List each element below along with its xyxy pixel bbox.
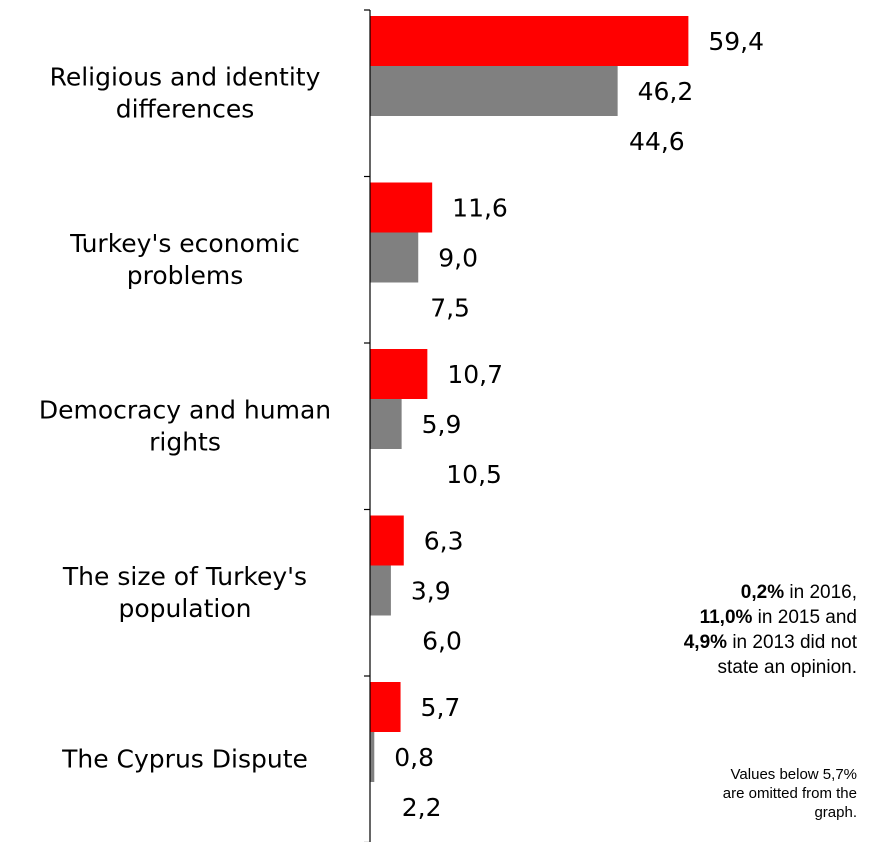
data-label: 6,3 — [424, 527, 464, 556]
note-line-2013: 4,9% in 2013 did not — [597, 630, 857, 655]
bar-series-2 — [370, 399, 402, 449]
note-value-2013: 4,9% — [683, 632, 728, 653]
omitted-line-1: Values below 5,7% — [730, 766, 857, 783]
bar-series-1 — [370, 515, 404, 566]
category-label-line: The size of Turkey's — [62, 562, 307, 591]
data-label: 9,0 — [438, 244, 478, 273]
bar-series-1 — [370, 682, 401, 732]
category-label: The size of Turkey's population — [62, 562, 307, 623]
data-label: 3,9 — [411, 577, 451, 606]
category-label-line: The Cyprus Dispute — [61, 744, 308, 773]
data-label: 10,7 — [447, 360, 503, 389]
data-label: 0,8 — [394, 743, 434, 772]
no-opinion-note: 0,2% in 2016, 11,0% in 2015 and 4,9% in … — [597, 580, 857, 680]
data-label: 2,2 — [402, 793, 442, 822]
data-label: 46,2 — [638, 77, 694, 106]
note-value-2016: 0,2% — [740, 582, 785, 603]
bar-series-2 — [370, 732, 375, 782]
category-label-line: rights — [149, 427, 221, 456]
category-label-line: population — [118, 594, 251, 623]
category-label: Religious and identity differences — [50, 62, 321, 123]
note-line-2015: 11,0% in 2015 and — [597, 605, 857, 630]
data-label: 10,5 — [446, 460, 502, 489]
category-label-line: differences — [116, 94, 255, 123]
note-text-2015: in 2015 and — [752, 607, 857, 628]
data-label: 5,9 — [422, 410, 462, 439]
category-label-line: problems — [127, 261, 243, 290]
bar-series-2 — [370, 565, 391, 616]
data-label: 5,7 — [421, 693, 461, 722]
category-label-line: Democracy and human — [39, 395, 331, 424]
bar-series-1 — [370, 182, 433, 233]
note-value-2015: 11,0% — [699, 607, 753, 628]
note-text-2016: in 2016, — [784, 582, 857, 603]
bar-series-2 — [370, 232, 419, 283]
category-label: The Cyprus Dispute — [61, 744, 308, 773]
omitted-line-3: graph. — [814, 804, 857, 821]
bar-series-2 — [370, 66, 618, 116]
bar-series-1 — [370, 16, 689, 66]
data-label: 6,0 — [422, 627, 462, 656]
data-label: 44,6 — [629, 127, 685, 156]
omitted-line-2: are omitted from the — [722, 785, 857, 802]
note-line-tail: state an opinion. — [717, 657, 857, 678]
data-label: 11,6 — [452, 194, 508, 223]
category-label-line: Turkey's economic — [69, 229, 300, 258]
note-line-2016: 0,2% in 2016, — [597, 580, 857, 605]
category-label: Turkey's economic problems — [69, 229, 300, 290]
data-label: 7,5 — [430, 294, 470, 323]
note-text-2013: in 2013 did not — [727, 632, 857, 653]
labels-layer: Religious and identity differences 59,4 46,… — [39, 27, 764, 822]
bars-layer — [370, 16, 689, 782]
axis-layer — [364, 9, 371, 842]
bar-series-1 — [370, 349, 428, 399]
category-label-line: Religious and identity — [50, 62, 321, 91]
data-label: 59,4 — [708, 27, 764, 56]
category-label: Democracy and human rights — [39, 395, 331, 456]
omitted-values-note: Values below 5,7% are omitted from the g… — [657, 765, 857, 822]
